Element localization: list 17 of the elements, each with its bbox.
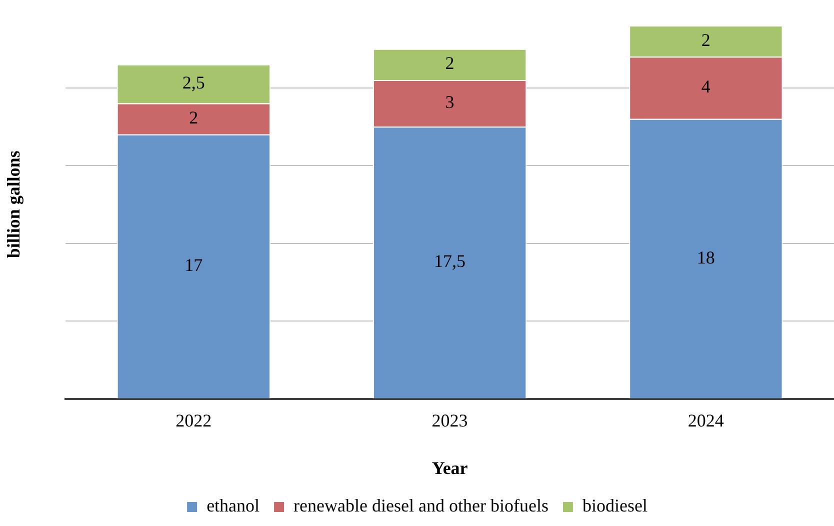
data-label: 2 xyxy=(701,30,710,50)
legend-label: biodiesel xyxy=(582,496,648,516)
data-label: 4 xyxy=(701,76,710,96)
x-tick-label: 2023 xyxy=(432,410,468,430)
data-label: 2 xyxy=(445,53,454,74)
legend-label: ethanol xyxy=(206,496,260,516)
data-label: 18 xyxy=(696,247,715,268)
data-label: 3 xyxy=(445,92,454,112)
x-tick-label: 2022 xyxy=(176,410,212,430)
data-label: 2,5 xyxy=(182,72,205,93)
legend-label: renewable diesel and other biofuels xyxy=(294,496,548,516)
y-axis-title: billion gallons xyxy=(3,150,24,258)
data-label: 17 xyxy=(184,255,203,276)
x-tick-label: 2024 xyxy=(688,410,724,430)
data-label: 17,5 xyxy=(434,251,466,272)
data-label: 2 xyxy=(189,108,198,128)
x-axis-title: Year xyxy=(432,458,468,478)
